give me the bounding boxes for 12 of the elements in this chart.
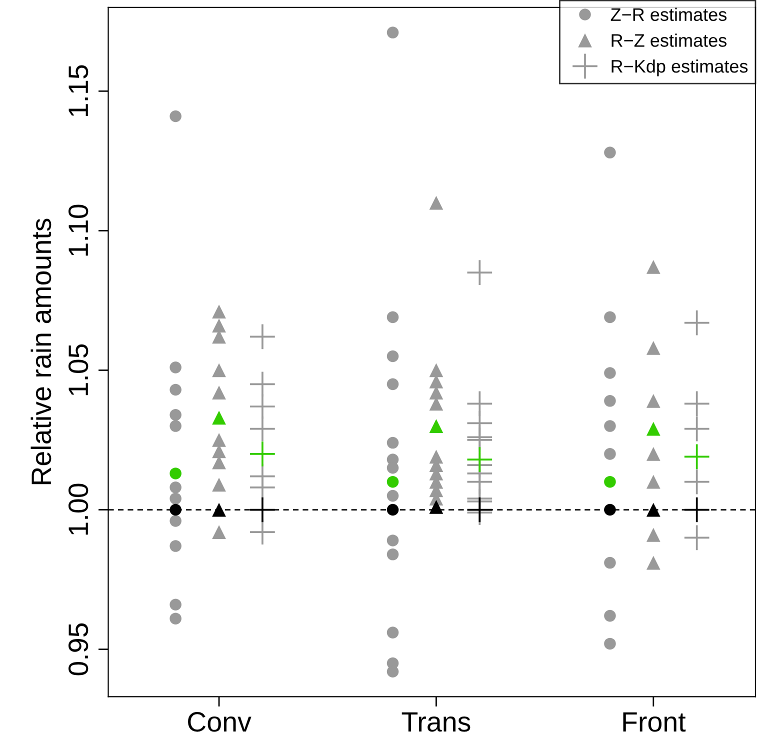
- y-tick-label: 1.10: [68, 204, 88, 256]
- x-tick-label: Front: [623, 712, 686, 732]
- x-tick-label: Trans: [402, 712, 470, 732]
- y-tick-label: 0.95: [68, 623, 88, 676]
- y-tick-label: 1.05: [68, 344, 88, 396]
- y-axis-title: Relative rain amounts: [30, 218, 52, 484]
- y-tick-label: 1.15: [68, 65, 88, 116]
- legend-label: Z−R estimates: [610, 8, 727, 22]
- y-tick-label: 1.00: [68, 484, 88, 535]
- legend-label: R−Z estimates: [612, 34, 727, 47]
- x-tick-label: Conv: [188, 712, 252, 732]
- legend-label: R−Kdp estimates: [612, 59, 748, 76]
